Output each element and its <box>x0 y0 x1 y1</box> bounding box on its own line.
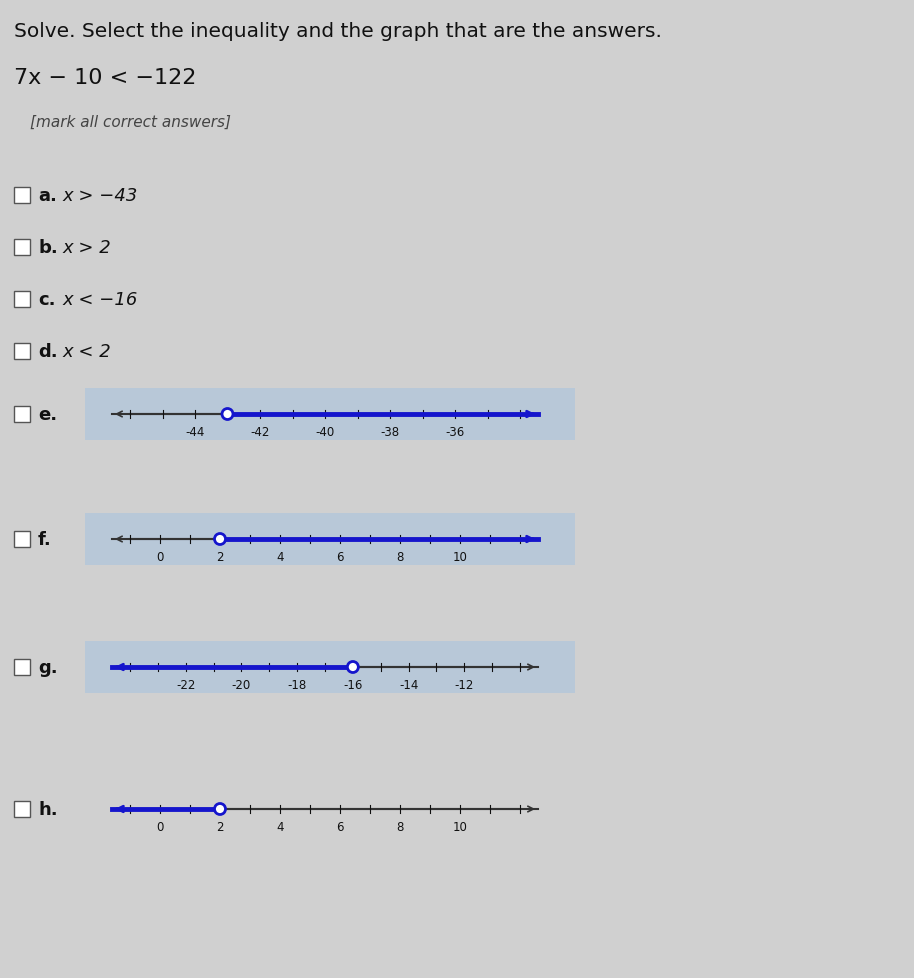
Bar <box>14 801 30 818</box>
Text: 2: 2 <box>217 551 224 563</box>
Text: x > −43: x > −43 <box>62 187 137 204</box>
Text: -22: -22 <box>176 679 196 691</box>
Text: h.: h. <box>38 800 58 819</box>
Bar <box>14 531 30 548</box>
Text: e.: e. <box>38 406 57 423</box>
Bar <box>14 407 30 422</box>
Bar <box>85 642 575 693</box>
Text: f.: f. <box>38 530 52 549</box>
Text: -12: -12 <box>454 679 474 691</box>
Text: 10: 10 <box>452 821 467 833</box>
Bar <box>14 659 30 676</box>
Bar <box>14 188 30 203</box>
Text: -38: -38 <box>380 425 399 438</box>
Text: c.: c. <box>38 290 56 309</box>
Text: 0: 0 <box>156 821 164 833</box>
Text: b.: b. <box>38 239 58 257</box>
Text: [mark all correct answers]: [mark all correct answers] <box>30 114 231 130</box>
Text: -44: -44 <box>186 425 205 438</box>
Circle shape <box>215 534 226 545</box>
Bar <box>85 388 575 440</box>
Text: -18: -18 <box>288 679 307 691</box>
Text: x > 2: x > 2 <box>62 239 111 257</box>
Text: d.: d. <box>38 342 58 361</box>
Bar <box>14 343 30 360</box>
Text: a.: a. <box>38 187 57 204</box>
Circle shape <box>222 409 233 421</box>
Text: 6: 6 <box>336 821 344 833</box>
Bar <box>85 513 575 565</box>
Text: -20: -20 <box>232 679 251 691</box>
Text: g.: g. <box>38 658 58 677</box>
Text: 8: 8 <box>397 821 404 833</box>
Text: -40: -40 <box>315 425 335 438</box>
Text: Solve. Select the inequality and the graph that are the answers.: Solve. Select the inequality and the gra… <box>14 22 662 41</box>
Text: 4: 4 <box>276 551 283 563</box>
Circle shape <box>347 662 358 673</box>
Text: 7x − 10 < −122: 7x − 10 < −122 <box>14 67 197 88</box>
Circle shape <box>215 804 226 815</box>
Text: -42: -42 <box>250 425 270 438</box>
Text: 0: 0 <box>156 551 164 563</box>
Text: x < 2: x < 2 <box>62 342 111 361</box>
Text: 10: 10 <box>452 551 467 563</box>
Text: 2: 2 <box>217 821 224 833</box>
Text: 8: 8 <box>397 551 404 563</box>
Text: x < −16: x < −16 <box>62 290 137 309</box>
Text: -36: -36 <box>445 425 464 438</box>
Text: -14: -14 <box>399 679 419 691</box>
Bar <box>14 240 30 255</box>
Text: 6: 6 <box>336 551 344 563</box>
Text: -16: -16 <box>343 679 363 691</box>
Bar <box>14 291 30 308</box>
Text: 4: 4 <box>276 821 283 833</box>
